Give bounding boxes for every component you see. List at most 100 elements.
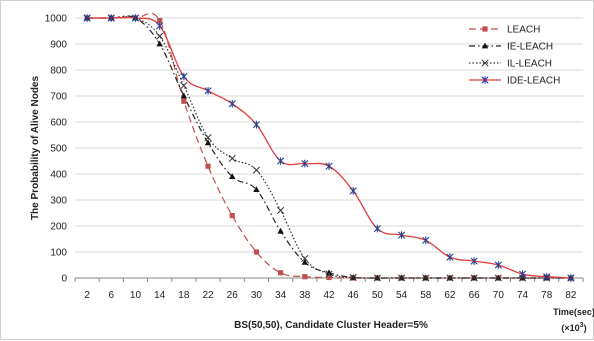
data-point-leach [157,18,163,24]
x-tick-label: 26 [227,290,239,301]
x-tick-label: 18 [178,290,190,301]
data-point-il-leach [494,274,502,282]
x-tick-label: 30 [251,290,263,301]
x-tick-label: 14 [154,290,166,301]
data-point-ie-leach [277,227,284,234]
data-point-ide-leach [567,274,575,282]
data-point-ide-leach [446,253,454,261]
data-point-leach [181,98,187,104]
legend-marker-ie-leach [481,42,489,49]
data-point-ide-leach [422,236,430,245]
x-tick-label: 62 [444,290,456,301]
data-point-ie-leach [156,40,163,47]
data-point-il-leach [398,274,406,282]
legend-label-il-leach: IL-LEACH [507,59,552,70]
data-point-il-leach [422,274,430,282]
x-tick-label: 6 [109,290,115,301]
y-tick-labels: 0 100 200 300 400 500 600 700 800 900 1000 [45,14,68,285]
x-tick-label: 82 [565,290,577,301]
y-tick-label: 900 [50,40,67,51]
x-tick-label: 42 [323,290,335,301]
x-unit-label: Time(sec) [553,307,594,317]
x-tick-label: 50 [372,290,384,301]
x-unit-multiplier: (×103) [561,322,586,333]
data-point-ide-leach [397,231,406,239]
data-point-il-leach [446,274,454,282]
data-point-ie-leach [301,259,309,265]
series-line-ie-leach [87,15,571,279]
y-tick-label: 0 [61,274,67,285]
series-markers [83,14,575,282]
y-tick-label: 500 [50,144,67,155]
legend-label-leach: LEACH [507,25,540,36]
data-point-ide-leach [373,224,381,233]
data-point-il-leach [204,134,212,142]
x-tick-label: 38 [299,290,311,301]
data-point-leach [253,249,260,255]
x-tick-labels: 2 6 10 14 18 22 26 30 34 38 42 46 50 54 58 62 66 70 74 78 82 [84,290,577,301]
x-tick-label: 34 [275,290,287,301]
x-unit-close: ) [584,323,587,333]
data-point-ie-leach [229,173,236,179]
data-point-il-leach [277,206,285,214]
data-point-il-leach [373,274,381,282]
data-point-ie-leach [253,186,260,192]
legend-marker-leach [482,26,488,32]
series-lines [87,12,571,279]
series-line-leach [87,12,571,279]
y-tick-label: 300 [50,196,67,207]
legend-marker-il-leach [481,59,489,67]
data-point-ide-leach [107,14,115,22]
y-tick-label: 1000 [45,14,68,25]
series-line-il-leach [87,15,571,279]
data-point-ide-leach [494,261,502,269]
legend-label-ide-leach: IDE-LEACH [507,76,560,87]
x-tick-label: 46 [348,290,360,301]
data-point-il-leach [301,254,309,263]
data-point-ide-leach [180,72,188,81]
x-axis-title: BS(50,50), Candidate Cluster Header=5% [234,320,428,331]
legend-label-ie-leach: IE-LEACH [507,42,553,53]
data-point-ide-leach [156,22,164,30]
data-point-ide-leach [518,270,527,278]
data-point-ie-leach [204,139,212,146]
y-tick-label: 800 [50,66,67,77]
data-point-il-leach [252,166,260,174]
data-point-leach [278,270,284,276]
data-point-ide-leach [543,272,551,281]
data-point-leach [205,163,211,169]
data-point-il-leach [156,32,164,40]
data-point-il-leach [470,274,478,282]
x-tick-label: 78 [541,290,553,301]
data-point-ide-leach [83,14,91,22]
data-point-il-leach [180,82,188,90]
data-point-il-leach [325,270,333,278]
x-unit-exponent: 3 [580,322,584,329]
x-tick-label: 74 [517,290,529,301]
x-tick-label: 54 [396,290,408,301]
x-tick-label: 70 [493,290,505,301]
data-point-ide-leach [228,100,236,108]
data-point-il-leach [349,273,357,282]
x-unit-multiplier-base: (×10 [561,323,579,333]
data-point-il-leach [228,154,236,162]
x-tick-label: 10 [130,290,142,301]
x-tick-label: 22 [202,290,214,301]
data-point-ide-leach [349,187,357,195]
data-point-ide-leach [470,257,478,265]
data-point-ie-leach [180,92,188,99]
x-tick-label: 66 [469,290,481,301]
data-point-leach [326,274,332,281]
x-tick-label: 2 [84,290,90,301]
y-tick-label: 100 [50,248,67,259]
data-point-ide-leach [131,14,140,22]
y-tick-label: 400 [50,170,67,181]
data-point-leach [229,213,235,219]
gridlines [75,17,583,253]
x-tick-label: 58 [420,290,432,301]
legend: LEACH IE-LEACH IL-LEACH IDE-LEACH [469,25,560,87]
data-point-ide-leach [252,120,261,129]
y-tick-label: 200 [50,222,67,233]
